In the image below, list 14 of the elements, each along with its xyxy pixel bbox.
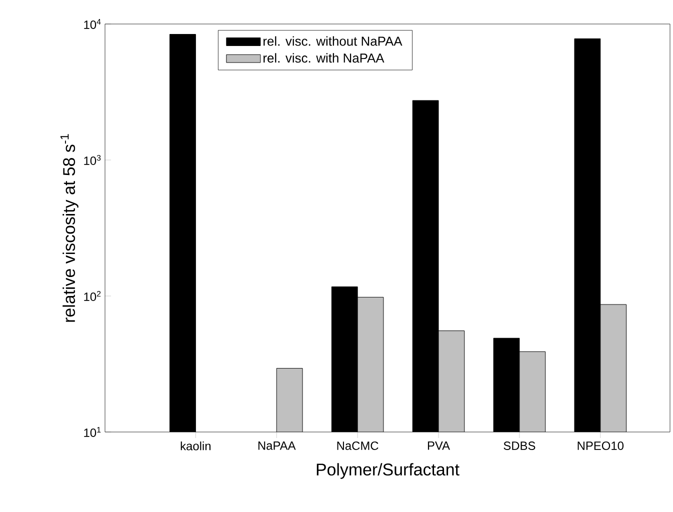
y-axis-title: relative viscosity at 58 s$^{-1}$ [60, 134, 78, 322]
y-tick-label: 10$^{3}$ [84, 154, 101, 165]
x-tick-label: NaPAA [258, 442, 296, 450]
y-tick-label: 10$^{2}$ [84, 290, 101, 301]
x-axis-title: Polymer/Surfactant [316, 463, 460, 479]
y-tick-label: 10$^{1}$ [84, 427, 101, 437]
legend-label: rel. visc. with NaPAA [264, 53, 384, 63]
x-tick-label: SDBS [504, 442, 536, 450]
x-tick-label: NPEO10 [578, 442, 624, 450]
x-tick-label: PVA [428, 442, 450, 450]
x-tick-label: kaolin [180, 442, 210, 450]
x-tick-label: NaCMC [337, 442, 378, 450]
legend-label: rel. visc. without NaPAA [264, 36, 402, 46]
y-tick-label: 10$^{4}$ [84, 19, 101, 29]
